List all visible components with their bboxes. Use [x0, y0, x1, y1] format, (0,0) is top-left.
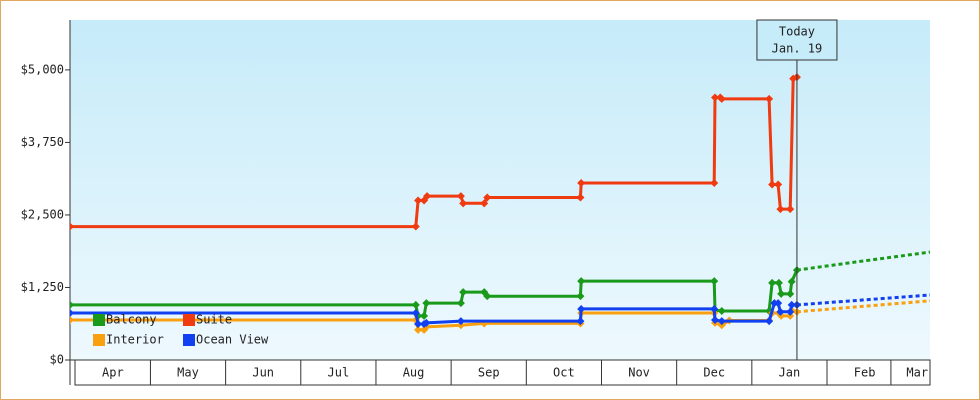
price-point [576, 193, 585, 202]
plot-area [70, 20, 930, 360]
x-tick-label: Jul [328, 366, 350, 380]
price-point [456, 317, 465, 326]
legend-swatch [183, 314, 195, 326]
price-point [717, 317, 726, 326]
price-point [577, 277, 586, 286]
price-point [411, 222, 420, 231]
x-tick-label: Apr [102, 366, 124, 380]
y-tick-label: $2,500 [21, 207, 64, 221]
price-point [786, 205, 795, 214]
price-point [411, 309, 420, 318]
price-point [710, 179, 719, 188]
today-label: Jan. 19 [772, 42, 823, 56]
x-tick-label: Sep [478, 366, 500, 380]
x-tick-label: Jan [779, 366, 801, 380]
price-point [717, 94, 726, 103]
forecast-line [796, 299, 930, 314]
x-tick-label: Feb [854, 366, 876, 380]
x-axis-box [74, 359, 931, 386]
price-point [422, 318, 431, 327]
price-point [483, 193, 492, 202]
y-tick-label: $3,750 [21, 135, 64, 149]
price-point [414, 320, 423, 329]
today-label: Today [779, 25, 815, 39]
price-point [459, 288, 468, 297]
price-point [717, 306, 726, 315]
price-point [765, 94, 774, 103]
price-point [70, 315, 74, 324]
price-point [768, 180, 777, 189]
legend-label: Ocean View [196, 333, 269, 347]
price-point [576, 292, 585, 301]
x-tick-label: Aug [403, 366, 425, 380]
price-point [776, 307, 785, 316]
today-box [756, 19, 838, 61]
price-point [787, 300, 796, 309]
price-point [456, 321, 465, 330]
price-point [411, 300, 420, 309]
x-tick-label: Mar [906, 366, 928, 380]
legend-label: Balcony [106, 313, 157, 327]
x-tick-label: Oct [553, 366, 575, 380]
price-point [459, 199, 468, 208]
price-point [70, 300, 74, 309]
price-point [774, 299, 783, 308]
price-point [70, 309, 74, 318]
price-point [483, 292, 492, 301]
price-point [710, 277, 719, 286]
price-point [774, 180, 783, 189]
legend-swatch [183, 334, 195, 346]
price-point [774, 278, 783, 287]
price-point [414, 325, 423, 334]
price-point [786, 307, 795, 316]
price-point [422, 299, 431, 308]
legend-swatch [93, 314, 105, 326]
price-point [577, 179, 586, 188]
price-point [768, 278, 777, 287]
y-tick-label: $1,250 [21, 280, 64, 294]
price-point [777, 289, 786, 298]
price-point [414, 196, 423, 205]
price-point [420, 311, 429, 320]
price-point [70, 222, 74, 231]
price-point [576, 317, 585, 326]
y-tick-label: $5,000 [21, 62, 64, 76]
legend-label: Suite [196, 313, 232, 327]
legend-label: Interior [106, 333, 164, 347]
price-point [711, 93, 719, 102]
x-tick-label: Jun [252, 366, 274, 380]
price-point [456, 299, 465, 308]
series-layer [70, 73, 930, 334]
price-point [710, 304, 719, 313]
price-point [423, 192, 432, 201]
price-point [717, 321, 726, 330]
price-point [787, 277, 796, 286]
price-point [765, 317, 774, 326]
price-point [577, 304, 586, 313]
x-tick-label: May [177, 366, 199, 380]
price-point [786, 289, 795, 298]
price-point [480, 199, 489, 208]
forecast-line [796, 250, 930, 272]
x-tick-label: Nov [628, 366, 650, 380]
legend-swatch [93, 334, 105, 346]
price-point [456, 192, 465, 201]
x-tick-label: Dec [703, 366, 725, 380]
price-point [711, 315, 719, 324]
forecast-line [796, 293, 930, 307]
y-tick-label: $0 [50, 353, 64, 367]
price-point [776, 205, 785, 214]
